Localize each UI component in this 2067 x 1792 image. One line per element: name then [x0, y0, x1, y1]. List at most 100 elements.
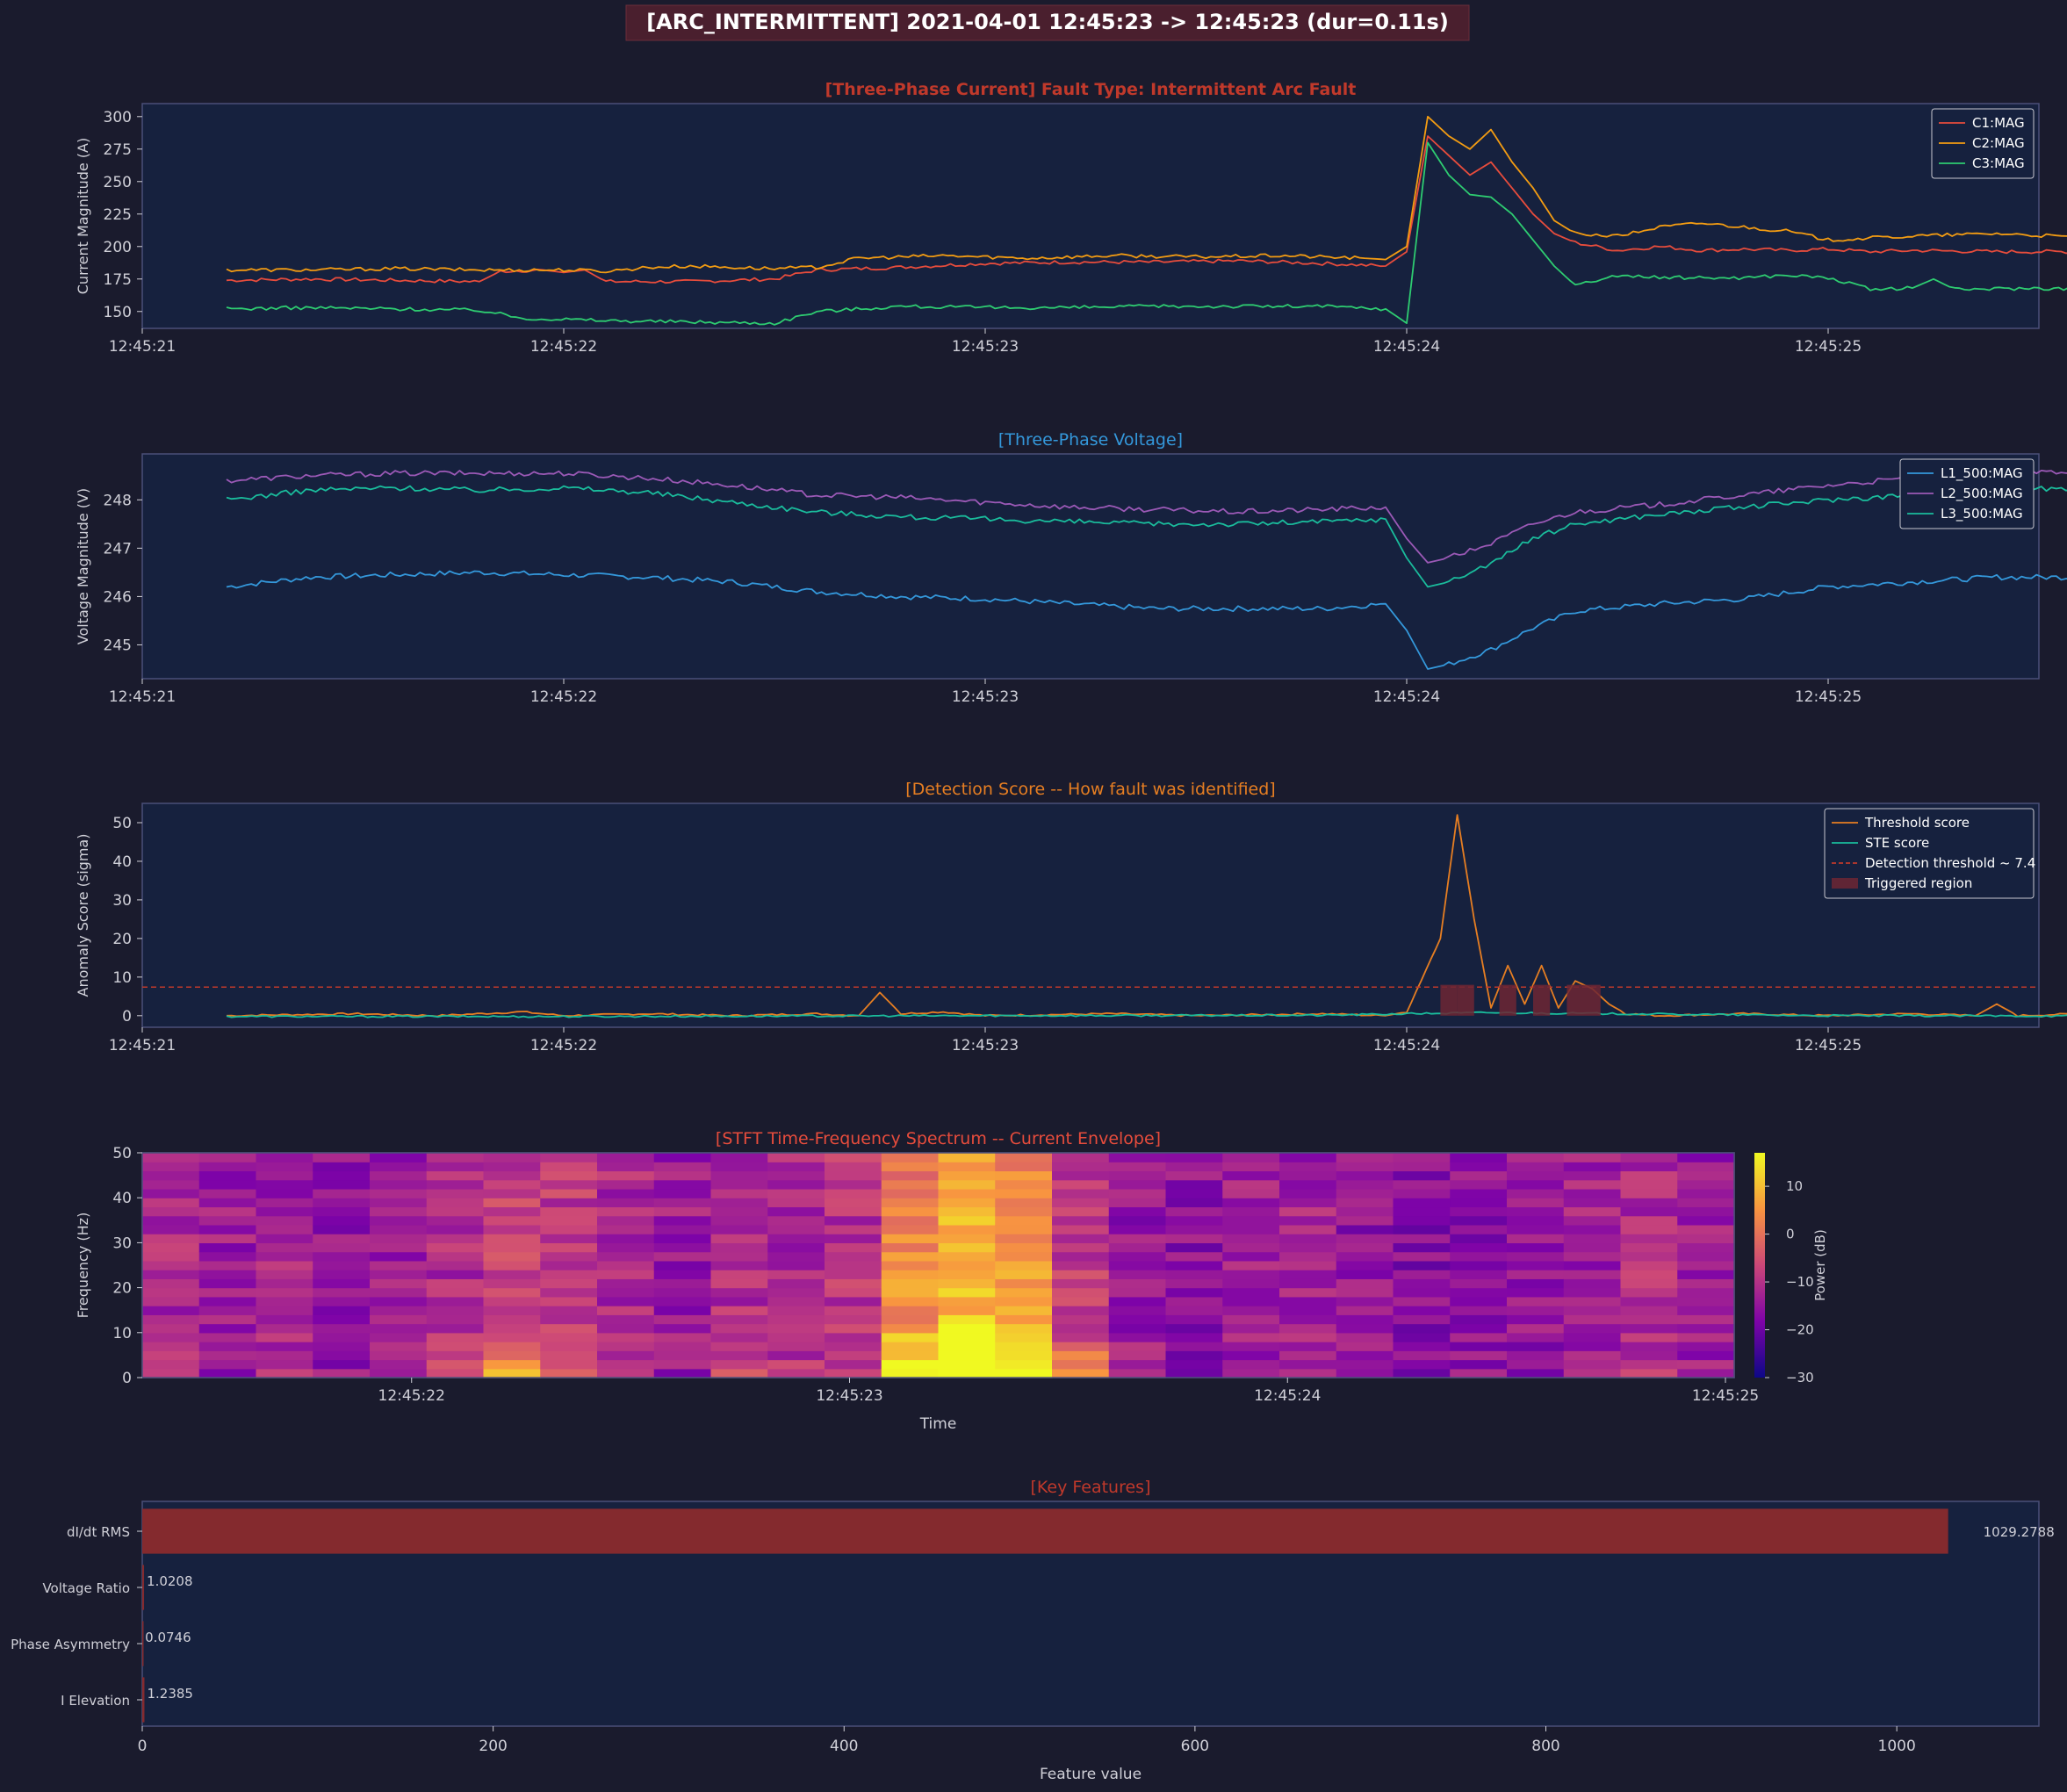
stft-cell [483, 1342, 541, 1351]
stft-x-tick-label: 12:45:22 [378, 1387, 445, 1405]
score-y-tick-label: 0 [122, 1008, 132, 1026]
stft-cell [1393, 1260, 1451, 1270]
stft-cell [767, 1188, 825, 1198]
stft-cell [313, 1198, 371, 1208]
stft-cell [881, 1323, 940, 1334]
stft-cell [1620, 1314, 1678, 1325]
feature-value-label: 1.2385 [147, 1686, 193, 1702]
stft-cell [825, 1188, 882, 1198]
stft-cell [995, 1368, 1053, 1378]
stft-cell [653, 1215, 712, 1226]
stft-cell [938, 1179, 996, 1190]
stft-cell [767, 1260, 825, 1270]
stft-cell [1507, 1323, 1565, 1334]
stft-cell [313, 1215, 371, 1226]
stft-cell [1507, 1188, 1565, 1198]
stft-cell [483, 1153, 541, 1162]
stft-cell [1563, 1278, 1622, 1289]
stft-cell [256, 1215, 313, 1226]
stft-cell [1450, 1215, 1508, 1226]
stft-cell [1677, 1323, 1735, 1334]
stft-cell [426, 1368, 485, 1378]
stft-cell [881, 1359, 940, 1370]
stft-cell [938, 1278, 996, 1289]
stft-cell [1108, 1278, 1167, 1289]
stft-cell [825, 1260, 882, 1270]
stft-y-axis-label: Frequency (Hz) [75, 1213, 91, 1319]
colorbar-tick-label: 10 [1786, 1178, 1803, 1194]
stft-cell [881, 1153, 940, 1162]
stft-cell [313, 1234, 371, 1243]
stft-cell [1507, 1179, 1565, 1190]
stft-cell [483, 1368, 541, 1378]
stft-cell [767, 1162, 825, 1172]
stft-cell [1336, 1342, 1394, 1351]
stft-cell [313, 1296, 371, 1306]
stft-cell [1108, 1234, 1167, 1243]
score-y-tick-label: 30 [112, 892, 132, 910]
stft-cell [597, 1215, 655, 1226]
stft-cell [1620, 1296, 1678, 1306]
stft-cell [142, 1188, 200, 1198]
current-x-tick-label: 12:45:22 [530, 338, 597, 356]
stft-cell [142, 1215, 200, 1226]
stft-cell [1507, 1278, 1565, 1289]
stft-cell [995, 1296, 1053, 1306]
score-title: [Detection Score -- How fault was identi… [905, 780, 1275, 799]
current-legend-box [1931, 108, 2035, 179]
stft-cell [1165, 1251, 1223, 1262]
stft-cell [370, 1368, 428, 1378]
stft-cell [710, 1332, 768, 1342]
score-y-tick-label: 40 [112, 853, 132, 871]
stft-cell [1507, 1242, 1565, 1253]
stft-cell [426, 1162, 485, 1172]
stft-cell [1677, 1350, 1735, 1361]
score-y-tick-label: 20 [112, 931, 132, 948]
stft-cell [881, 1170, 940, 1181]
stft-cell [1677, 1359, 1735, 1370]
stft-cell [1279, 1314, 1337, 1325]
stft-cell [1279, 1224, 1337, 1234]
stft-cell [1393, 1296, 1451, 1306]
stft-cell [1393, 1278, 1451, 1289]
stft-cell [1563, 1251, 1622, 1262]
voltage-y-tick-label: 248 [104, 492, 132, 509]
stft-cell [995, 1224, 1053, 1234]
stft-cell [1620, 1224, 1678, 1234]
current-title: [Three-Phase Current] Fault Type: Interm… [825, 80, 1357, 99]
stft-cell [881, 1306, 940, 1315]
stft-cell [198, 1287, 257, 1298]
header-box [625, 4, 1470, 41]
stft-cell [1222, 1224, 1280, 1234]
stft-cell [540, 1170, 598, 1181]
stft-cell [881, 1162, 940, 1172]
stft-cell [370, 1296, 428, 1306]
features-x-tick-label: 200 [479, 1738, 507, 1755]
score-x-tick-label: 12:45:21 [109, 1037, 176, 1054]
stft-cell [1052, 1323, 1110, 1334]
stft-cell [426, 1215, 485, 1226]
feature-category-label: I Elevation [61, 1693, 130, 1709]
stft-cell [1222, 1296, 1280, 1306]
score-x-tick-label: 12:45:23 [952, 1037, 1019, 1054]
stft-cell [1165, 1179, 1223, 1190]
stft-cell [1052, 1287, 1110, 1298]
stft-cell [540, 1162, 598, 1172]
stft-cell [198, 1179, 257, 1190]
current-series-line [226, 115, 2067, 274]
stft-cell [1507, 1224, 1565, 1234]
stft-cell [995, 1170, 1053, 1181]
stft-cell [1563, 1350, 1622, 1361]
stft-cell [1563, 1198, 1622, 1208]
stft-cell [597, 1153, 655, 1162]
stft-cell [1222, 1251, 1280, 1262]
stft-cell [540, 1206, 598, 1217]
stft-cell [256, 1170, 313, 1181]
stft-cell [938, 1198, 996, 1208]
stft-cell [1620, 1162, 1678, 1172]
stft-cell [1563, 1224, 1622, 1234]
stft-cell [938, 1215, 996, 1226]
stft-cell [1222, 1342, 1280, 1351]
stft-cell [881, 1242, 940, 1253]
stft-cell [1677, 1188, 1735, 1198]
